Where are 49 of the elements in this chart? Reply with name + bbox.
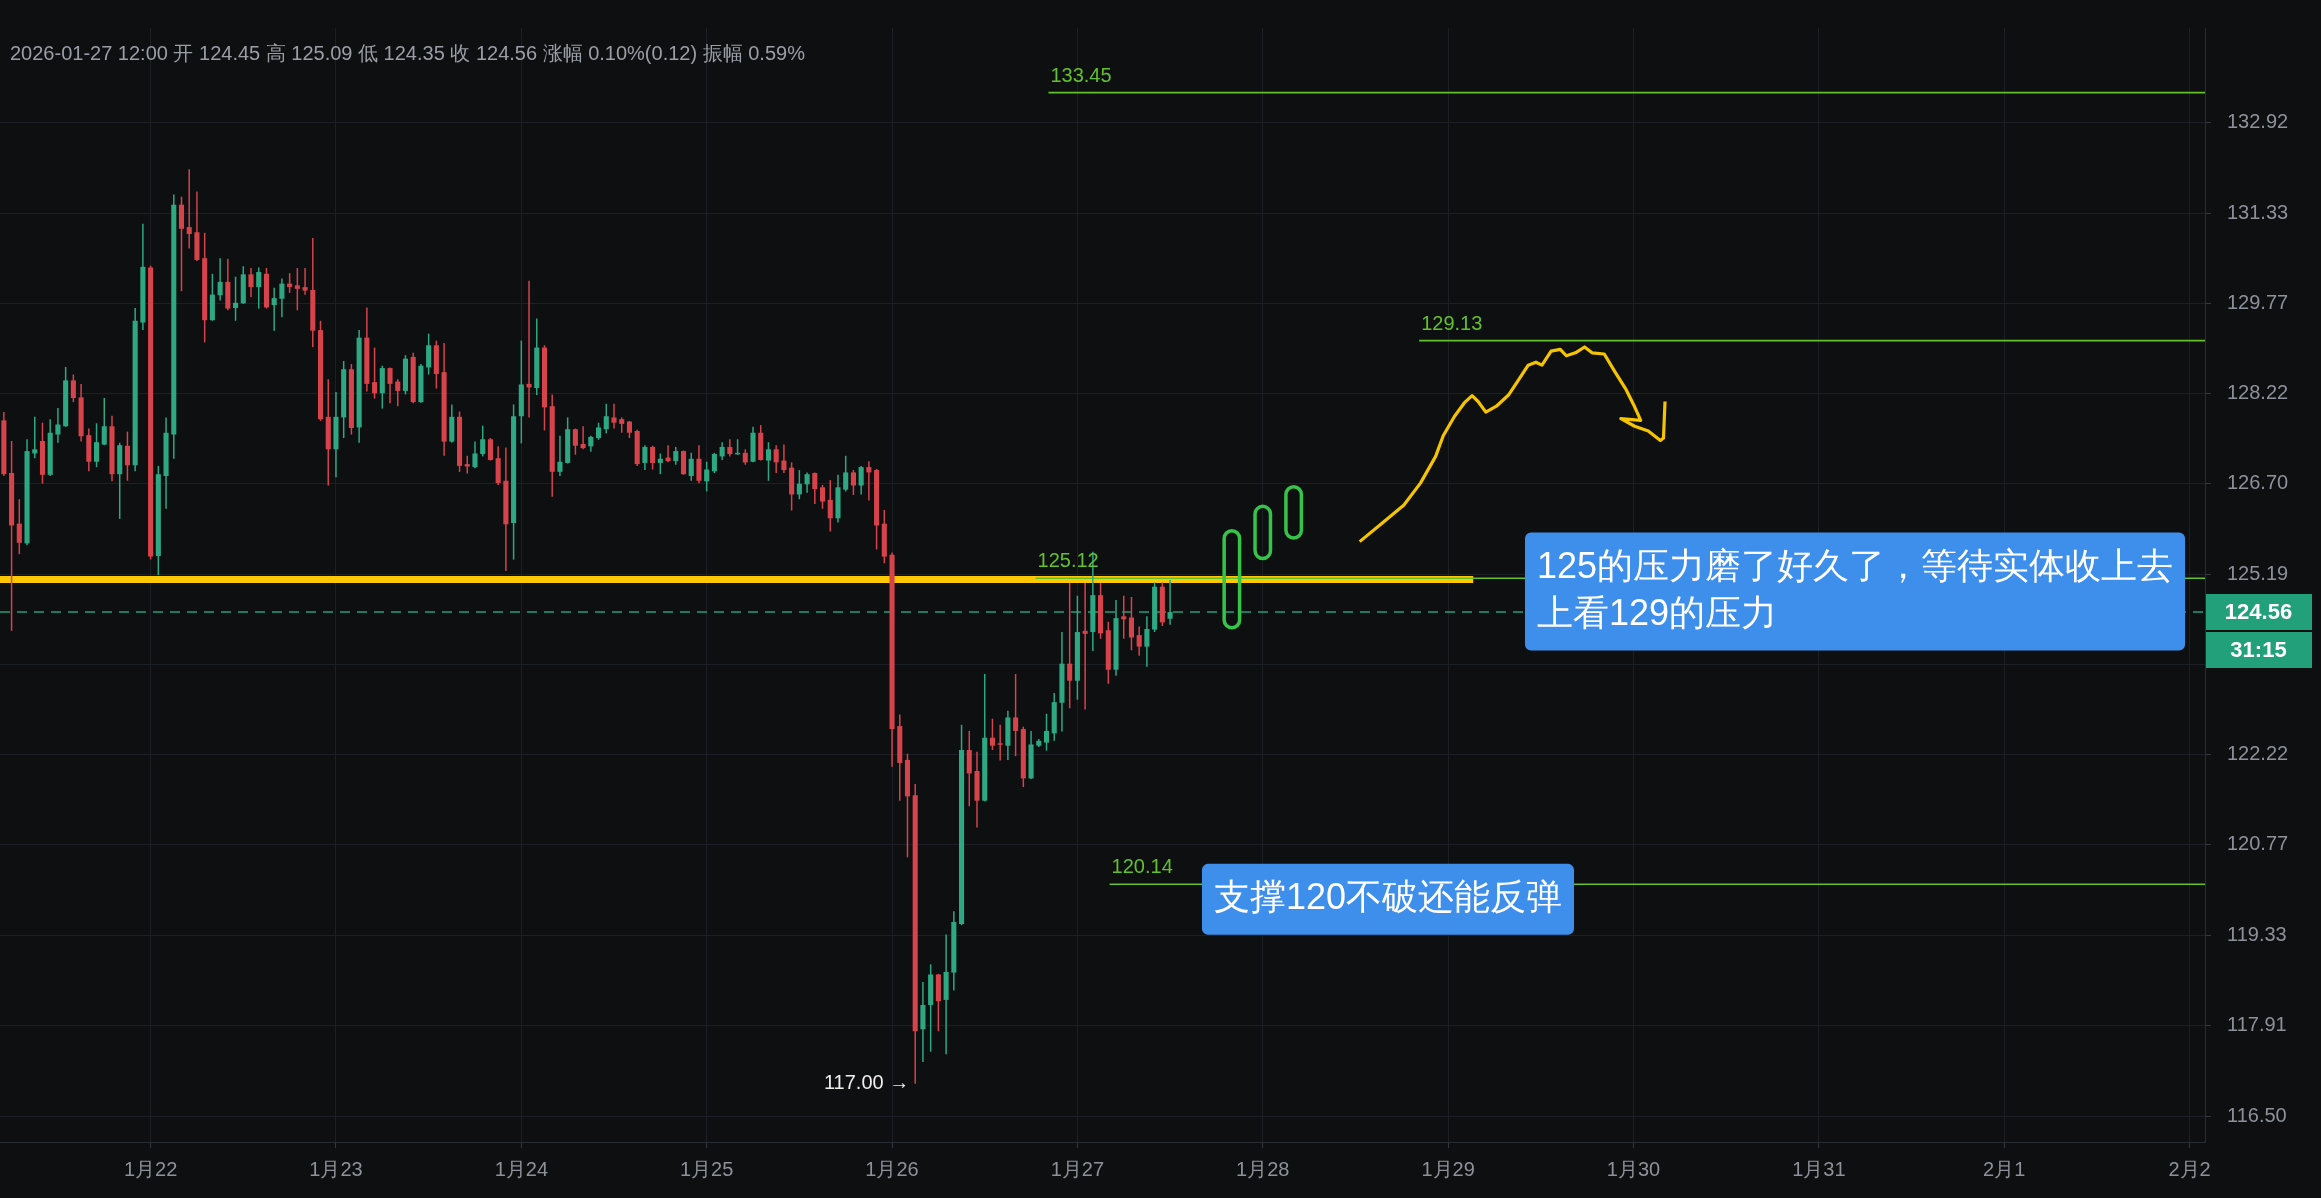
y-tick-label: 132.92 (2227, 110, 2289, 133)
x-tick-label: 1月23 (309, 1157, 363, 1180)
candlestick (1082, 583, 1088, 710)
candlestick (580, 426, 586, 450)
candlestick (997, 724, 1003, 761)
candlestick (526, 280, 532, 418)
annotation: 129.13 (1421, 311, 1483, 334)
x-tick-label: 1月26 (865, 1157, 919, 1180)
y-tick-label: 122.22 (2227, 742, 2289, 765)
candlestick (32, 416, 38, 459)
y-tick-label: 128.22 (2227, 381, 2289, 404)
y-tick-label: 120.77 (2227, 832, 2289, 855)
x-tick-label: 1月28 (1236, 1157, 1290, 1180)
x-tick-label: 2月2 (2168, 1157, 2211, 1180)
x-tick-label: 1月31 (1792, 1157, 1846, 1180)
x-tick-label: 1月25 (679, 1157, 734, 1180)
y-tick-label: 119.33 (2227, 922, 2287, 945)
ref-line-label: 124.56 (2224, 599, 2293, 625)
x-tick-label: 1月30 (1606, 1157, 1661, 1180)
text: 31:15 (2230, 637, 2287, 663)
x-tick-label: 2月1 (1983, 1157, 2026, 1180)
candlestick (611, 403, 617, 429)
candlestick (55, 407, 61, 443)
x-tick-label: 1月24 (494, 1157, 549, 1180)
x-tick-label: 1月29 (1421, 1157, 1475, 1180)
annotation: 117.00 → (823, 1071, 910, 1094)
candlestick (217, 258, 223, 301)
annotation: 125的压力磨了好久了，等待实体收上去上看129的压力 (1536, 544, 2174, 633)
y-tick-label: 125.19 (2227, 561, 2289, 584)
candlestick (186, 169, 192, 249)
y-tick-label: 129.77 (2227, 290, 2289, 313)
y-tick-label: 117.91 (2227, 1012, 2287, 1035)
x-tick-label: 1月22 (123, 1157, 178, 1180)
text: 2026-01-27 12:00 开 124.45 高 125.09 低 124.35 收 124.56 涨幅 0.10%(0.12) 振幅 0.59% (10, 42, 806, 64)
y-tick-label: 116.50 (2227, 1103, 2287, 1126)
y-tick-label: 131.33 (2227, 200, 2289, 223)
candlestick (866, 461, 872, 501)
candlestick (271, 287, 277, 331)
candlestick (943, 934, 949, 1055)
annotation: 133.45 (1050, 63, 1112, 86)
annotation: 支撑120不破还能反弹 (1213, 876, 1563, 918)
candlestick (325, 379, 331, 486)
y-tick-label: 126.70 (2227, 471, 2289, 494)
x-tick-label: 1月27 (1050, 1157, 1105, 1180)
candlestick (1222, 529, 1242, 630)
candlestick (557, 435, 563, 476)
candlestick (920, 982, 926, 1062)
candlestick (302, 268, 308, 295)
annotation: 120.14 (1111, 855, 1173, 878)
